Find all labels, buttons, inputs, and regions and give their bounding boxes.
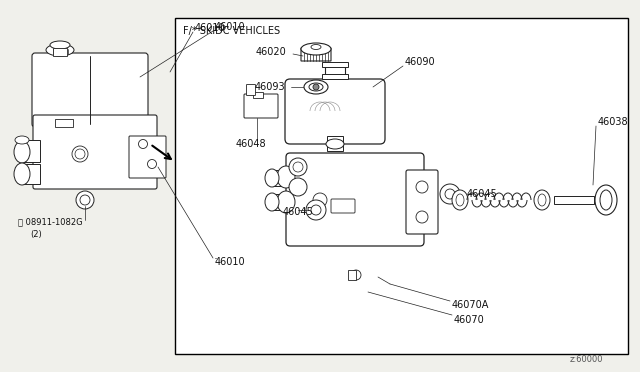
Ellipse shape xyxy=(351,270,361,280)
Ellipse shape xyxy=(313,193,327,207)
Text: (2): (2) xyxy=(30,230,42,238)
Ellipse shape xyxy=(313,84,319,90)
Bar xyxy=(325,63,345,91)
Bar xyxy=(175,18,628,354)
Ellipse shape xyxy=(50,41,70,49)
Bar xyxy=(272,194,290,210)
Ellipse shape xyxy=(452,190,468,210)
FancyBboxPatch shape xyxy=(32,53,148,127)
Text: 46045: 46045 xyxy=(283,207,314,217)
Ellipse shape xyxy=(147,160,157,169)
Ellipse shape xyxy=(265,193,279,211)
Ellipse shape xyxy=(289,178,307,196)
Text: 46045: 46045 xyxy=(467,189,498,199)
Ellipse shape xyxy=(600,190,612,210)
Bar xyxy=(322,62,348,67)
Ellipse shape xyxy=(301,43,331,55)
FancyBboxPatch shape xyxy=(244,94,278,118)
Ellipse shape xyxy=(76,191,94,209)
Ellipse shape xyxy=(309,83,323,91)
Text: 46010: 46010 xyxy=(215,22,246,32)
Ellipse shape xyxy=(75,149,85,159)
Ellipse shape xyxy=(416,211,428,223)
Ellipse shape xyxy=(306,200,326,220)
Ellipse shape xyxy=(15,136,29,144)
Ellipse shape xyxy=(293,162,303,172)
Ellipse shape xyxy=(534,190,550,210)
Ellipse shape xyxy=(14,141,30,163)
Ellipse shape xyxy=(277,166,295,188)
Bar xyxy=(348,270,356,280)
Text: 46070A: 46070A xyxy=(452,300,490,310)
FancyBboxPatch shape xyxy=(301,48,331,61)
FancyBboxPatch shape xyxy=(246,84,255,96)
Ellipse shape xyxy=(440,184,460,204)
Ellipse shape xyxy=(416,181,428,193)
Bar xyxy=(272,170,290,186)
Ellipse shape xyxy=(538,194,546,206)
Text: Ⓝ 08911-1082G: Ⓝ 08911-1082G xyxy=(18,218,83,227)
FancyBboxPatch shape xyxy=(406,170,438,234)
FancyBboxPatch shape xyxy=(285,79,385,144)
Bar xyxy=(53,48,67,56)
Bar xyxy=(55,119,73,127)
Text: 46090: 46090 xyxy=(405,57,436,67)
Ellipse shape xyxy=(265,169,279,187)
Text: z:60000: z:60000 xyxy=(570,356,604,365)
FancyBboxPatch shape xyxy=(286,153,424,246)
Bar xyxy=(322,74,348,79)
Ellipse shape xyxy=(445,189,455,199)
Text: 46048: 46048 xyxy=(236,139,267,149)
Ellipse shape xyxy=(456,194,464,206)
Ellipse shape xyxy=(289,158,307,176)
FancyBboxPatch shape xyxy=(129,136,166,178)
Text: F/* SKIDC VEHICLES: F/* SKIDC VEHICLES xyxy=(183,26,280,36)
Ellipse shape xyxy=(46,44,74,56)
Bar xyxy=(22,140,40,162)
Text: 46093: 46093 xyxy=(255,82,285,92)
Ellipse shape xyxy=(595,185,617,215)
Ellipse shape xyxy=(80,195,90,205)
Ellipse shape xyxy=(72,146,88,162)
FancyBboxPatch shape xyxy=(331,199,355,213)
Ellipse shape xyxy=(304,80,328,94)
Ellipse shape xyxy=(14,163,30,185)
Text: 46010: 46010 xyxy=(215,257,246,267)
Ellipse shape xyxy=(311,205,321,215)
Bar xyxy=(327,136,343,151)
FancyBboxPatch shape xyxy=(33,115,157,189)
Bar xyxy=(554,196,594,204)
Text: 46070: 46070 xyxy=(454,315,484,325)
Ellipse shape xyxy=(277,191,295,213)
Text: 46020: 46020 xyxy=(256,47,287,57)
Ellipse shape xyxy=(311,45,321,49)
Ellipse shape xyxy=(138,140,147,148)
Text: 46038: 46038 xyxy=(598,117,628,127)
Bar xyxy=(22,164,40,184)
Bar xyxy=(253,92,263,98)
Text: 46010: 46010 xyxy=(195,23,226,33)
Ellipse shape xyxy=(326,139,344,149)
